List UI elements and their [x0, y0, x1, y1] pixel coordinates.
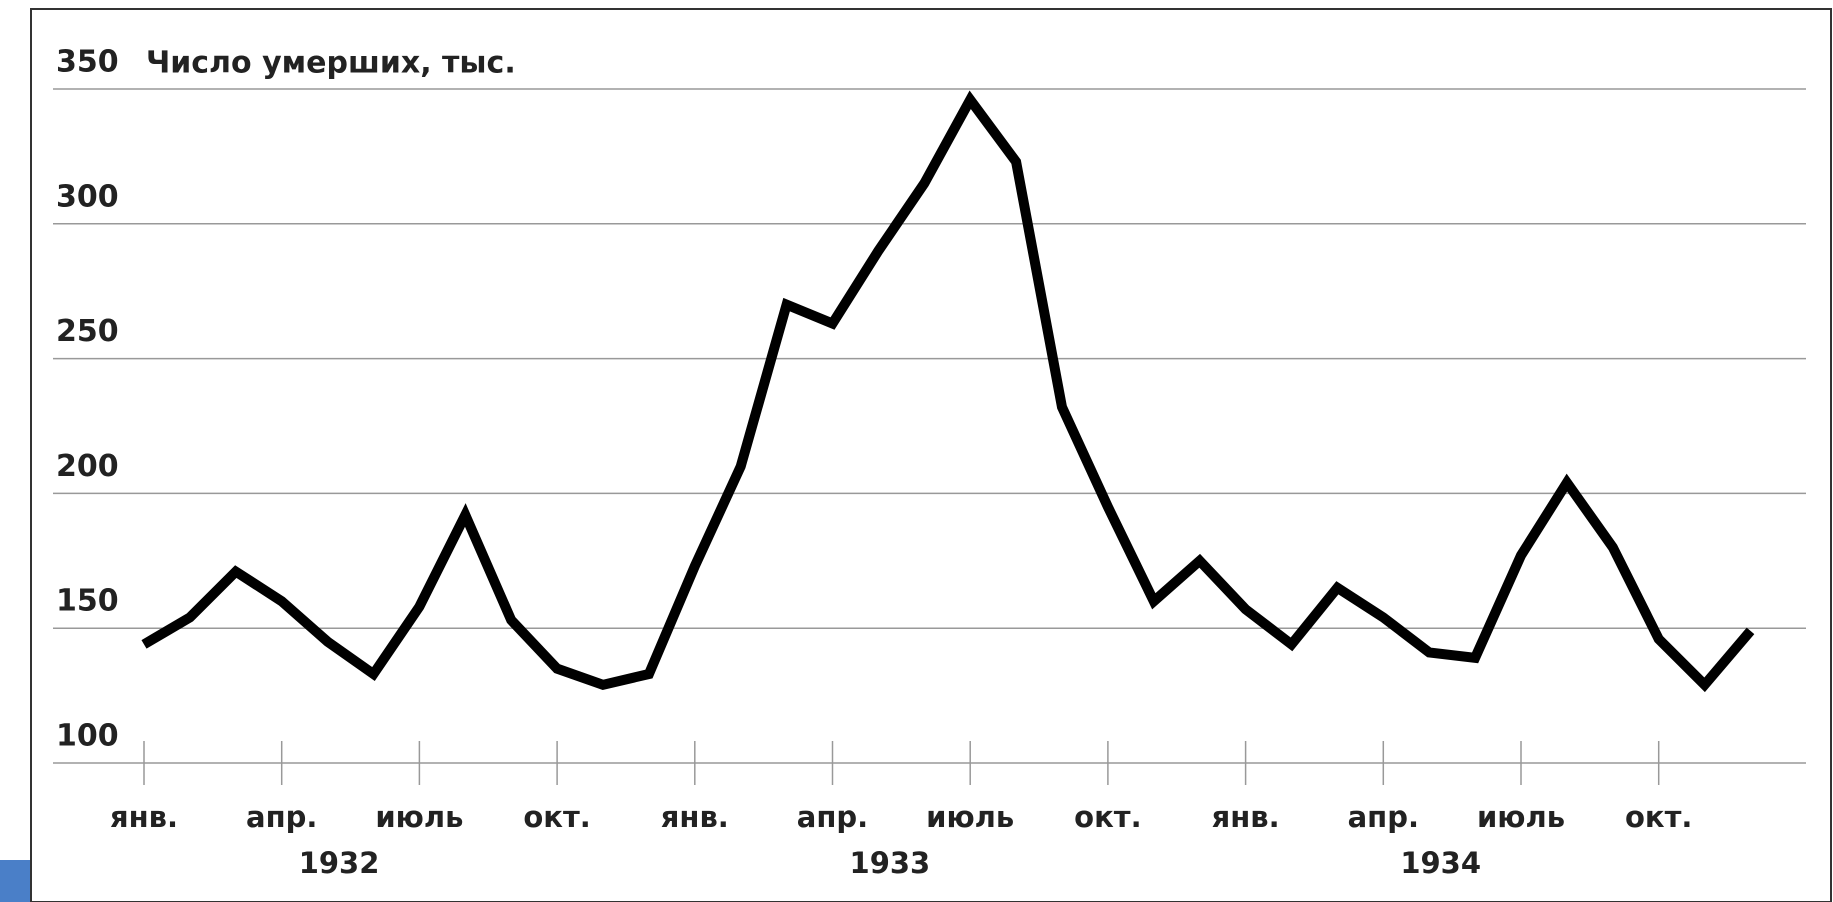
year-label: 1933: [850, 846, 931, 880]
x-tick-label: янв.: [661, 800, 729, 834]
y-tick-label: 150: [56, 584, 119, 619]
x-tick-label: янв.: [110, 800, 178, 834]
y-tick-label: 100: [56, 719, 119, 754]
x-tick-label: июль: [375, 800, 463, 834]
y-tick-label: 300: [56, 179, 119, 214]
y-tick-label: 200: [56, 449, 119, 484]
chart-panel: [30, 8, 1832, 902]
year-label: 1934: [1400, 846, 1481, 880]
x-tick-label: окт.: [523, 800, 590, 834]
x-tick-label: апр.: [1348, 800, 1419, 834]
year-label: 1932: [299, 846, 380, 880]
x-tick-label: апр.: [246, 800, 317, 834]
x-tick-label: окт.: [1625, 800, 1692, 834]
x-tick-label: июль: [926, 800, 1014, 834]
axis-title: Число умерших, тыс.: [146, 46, 516, 81]
data-line: [141, 90, 1755, 693]
x-tick-label: янв.: [1212, 800, 1280, 834]
x-tick-label: июль: [1477, 800, 1565, 834]
x-tick-label: окт.: [1074, 800, 1141, 834]
y-tick-label: 250: [56, 314, 119, 349]
x-tick-label: апр.: [797, 800, 868, 834]
y-tick-label: 350: [56, 45, 119, 80]
